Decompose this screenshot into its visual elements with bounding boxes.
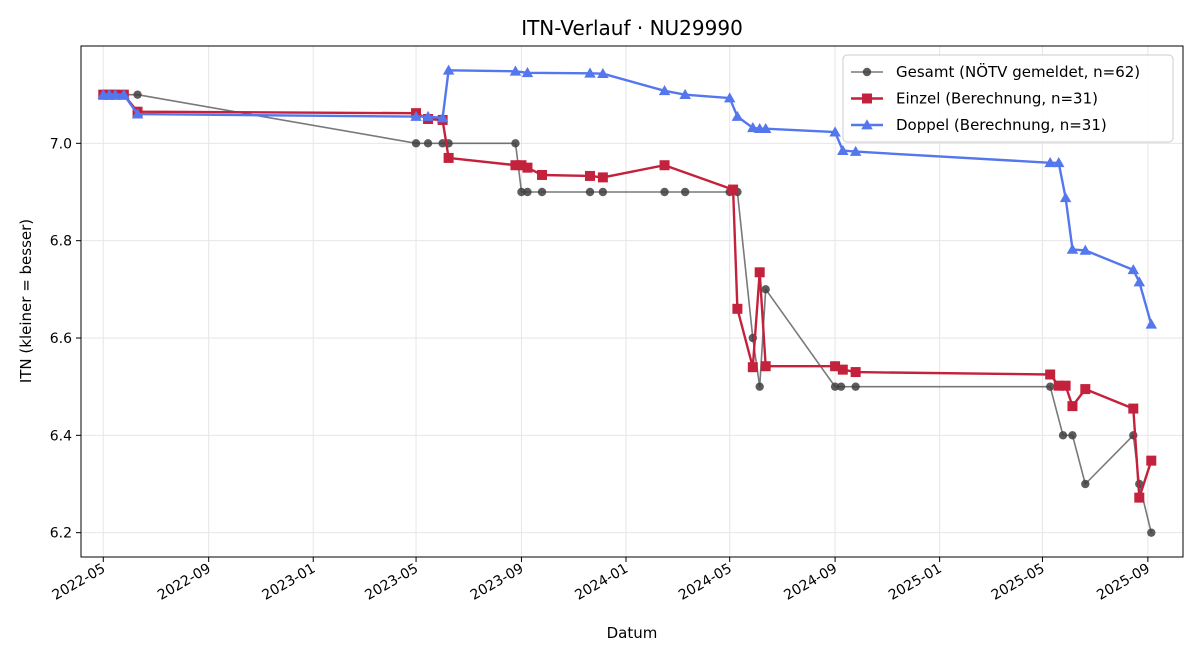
legend-swatch-marker xyxy=(862,67,872,77)
legend: Gesamt (NÖTV gemeldet, n=62) Einzel (Bere… xyxy=(842,54,1174,143)
x-axis-label: Datum xyxy=(607,624,658,642)
data-point xyxy=(759,122,772,134)
data-point xyxy=(1045,369,1056,380)
data-point xyxy=(659,160,670,171)
legend-label: Einzel (Berechnung, n=31) xyxy=(896,90,1098,108)
data-point xyxy=(829,126,841,137)
legend-label: Gesamt (NÖTV gemeldet, n=62) xyxy=(896,62,1140,81)
data-point xyxy=(1081,479,1090,489)
data-point xyxy=(1127,264,1140,275)
data-point xyxy=(658,85,671,96)
data-point xyxy=(723,92,736,103)
data-point xyxy=(1059,192,1072,203)
data-point xyxy=(1133,276,1146,287)
data-point xyxy=(830,382,840,391)
data-point xyxy=(837,144,849,155)
data-point xyxy=(849,145,862,156)
data-point xyxy=(537,169,548,180)
data-point xyxy=(522,162,533,173)
chart-title: ITN-Verlauf · NU29990 xyxy=(521,16,743,40)
data-point xyxy=(1060,380,1071,391)
y-tick-label: 6.6 xyxy=(50,331,72,347)
data-point xyxy=(747,362,758,373)
legend-swatch-marker xyxy=(861,119,873,130)
data-point xyxy=(1134,492,1145,503)
data-point xyxy=(830,361,841,372)
data-point xyxy=(1053,380,1064,391)
data-point xyxy=(1145,318,1158,329)
data-point xyxy=(517,187,526,197)
data-point xyxy=(732,303,743,314)
y-axis-label: ITN (kleiner = besser) xyxy=(17,219,35,383)
data-point xyxy=(521,67,534,78)
y-tick-label: 6.2 xyxy=(50,526,72,542)
data-point xyxy=(585,170,596,181)
y-tick-label: 6.4 xyxy=(50,428,72,444)
data-point xyxy=(760,361,771,372)
data-point xyxy=(1146,455,1157,466)
y-tick-label: 7.0 xyxy=(50,136,72,152)
data-point xyxy=(837,364,848,375)
data-point xyxy=(1079,244,1092,255)
legend-swatch-marker xyxy=(862,93,872,104)
data-point xyxy=(516,160,527,171)
data-point xyxy=(1080,384,1091,395)
data-point xyxy=(436,112,449,123)
data-point xyxy=(851,382,860,391)
data-point xyxy=(1147,528,1156,537)
data-point xyxy=(1044,157,1056,168)
data-point xyxy=(680,187,690,197)
data-point xyxy=(755,382,764,391)
data-point xyxy=(597,67,609,79)
data-point xyxy=(1128,403,1139,414)
data-point xyxy=(754,267,765,278)
data-point xyxy=(585,187,595,197)
data-point xyxy=(679,88,691,99)
data-point xyxy=(511,139,520,148)
data-point xyxy=(597,172,608,183)
data-point xyxy=(411,139,421,148)
data-point xyxy=(131,108,144,119)
data-point xyxy=(836,382,846,391)
legend-label: Doppel (Berechnung, n=31) xyxy=(896,116,1107,134)
data-point xyxy=(510,160,521,171)
plot-frame xyxy=(80,45,1184,558)
data-point xyxy=(1058,431,1068,440)
y-tick-label: 6.8 xyxy=(50,234,72,250)
data-point xyxy=(443,152,454,163)
data-point xyxy=(1045,382,1055,391)
series-triangle xyxy=(97,64,1158,329)
data-point xyxy=(410,110,422,121)
data-point xyxy=(584,67,596,78)
data-point xyxy=(509,65,522,76)
data-point xyxy=(438,139,447,148)
data-point xyxy=(660,187,669,197)
data-point xyxy=(761,285,770,294)
data-point xyxy=(747,122,759,133)
data-point xyxy=(523,187,532,197)
data-point xyxy=(598,187,608,197)
data-point xyxy=(728,184,739,195)
data-point xyxy=(850,367,861,378)
data-point xyxy=(423,139,433,148)
data-point xyxy=(109,88,122,99)
data-point xyxy=(422,110,434,121)
data-point xyxy=(133,90,142,99)
data-point xyxy=(731,110,744,121)
data-point xyxy=(537,187,547,197)
data-point xyxy=(1067,401,1078,412)
data-point xyxy=(1052,157,1065,168)
data-point xyxy=(1066,243,1079,254)
data-point xyxy=(442,64,455,75)
data-point xyxy=(118,88,130,99)
legend-box xyxy=(842,54,1174,143)
data-point xyxy=(1068,431,1077,440)
series-layer xyxy=(97,64,1158,537)
